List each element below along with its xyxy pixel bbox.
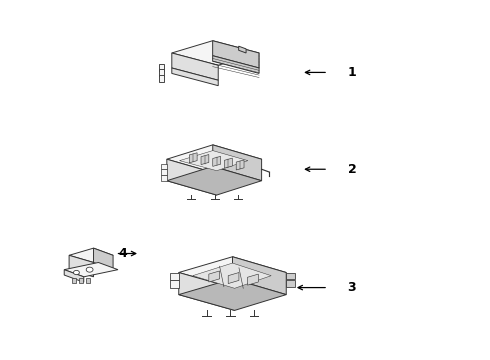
Text: 2: 2 [347, 163, 356, 176]
Polygon shape [64, 270, 84, 282]
Polygon shape [167, 145, 262, 174]
Polygon shape [159, 69, 164, 76]
Polygon shape [236, 160, 244, 170]
Polygon shape [239, 46, 246, 53]
Polygon shape [179, 279, 286, 310]
Polygon shape [247, 274, 258, 285]
Polygon shape [286, 273, 295, 279]
Polygon shape [179, 257, 286, 288]
Polygon shape [170, 273, 179, 280]
Polygon shape [209, 271, 220, 282]
Polygon shape [213, 145, 262, 181]
Polygon shape [172, 68, 218, 86]
Polygon shape [213, 156, 220, 166]
Polygon shape [69, 248, 113, 262]
Polygon shape [224, 158, 232, 168]
Polygon shape [193, 263, 271, 288]
Polygon shape [72, 278, 76, 283]
Polygon shape [167, 166, 262, 195]
Polygon shape [179, 150, 248, 171]
Polygon shape [228, 273, 239, 284]
Polygon shape [79, 278, 83, 283]
Text: 3: 3 [347, 281, 356, 294]
Polygon shape [201, 154, 209, 165]
Polygon shape [179, 273, 235, 310]
Polygon shape [170, 280, 179, 288]
Polygon shape [172, 53, 218, 80]
Text: 1: 1 [347, 66, 356, 79]
Polygon shape [213, 56, 259, 73]
Text: 4: 4 [118, 247, 127, 260]
Circle shape [86, 267, 93, 272]
Polygon shape [167, 159, 217, 195]
Polygon shape [172, 41, 259, 65]
Polygon shape [189, 153, 197, 163]
Polygon shape [161, 169, 167, 175]
Polygon shape [159, 64, 164, 71]
Polygon shape [69, 255, 94, 277]
Polygon shape [286, 280, 295, 287]
Polygon shape [213, 41, 259, 68]
Polygon shape [161, 163, 167, 169]
Polygon shape [94, 248, 113, 270]
Polygon shape [161, 175, 167, 181]
Polygon shape [64, 262, 118, 277]
Polygon shape [86, 278, 90, 283]
Circle shape [74, 270, 79, 275]
Polygon shape [159, 75, 164, 82]
Polygon shape [232, 257, 286, 294]
